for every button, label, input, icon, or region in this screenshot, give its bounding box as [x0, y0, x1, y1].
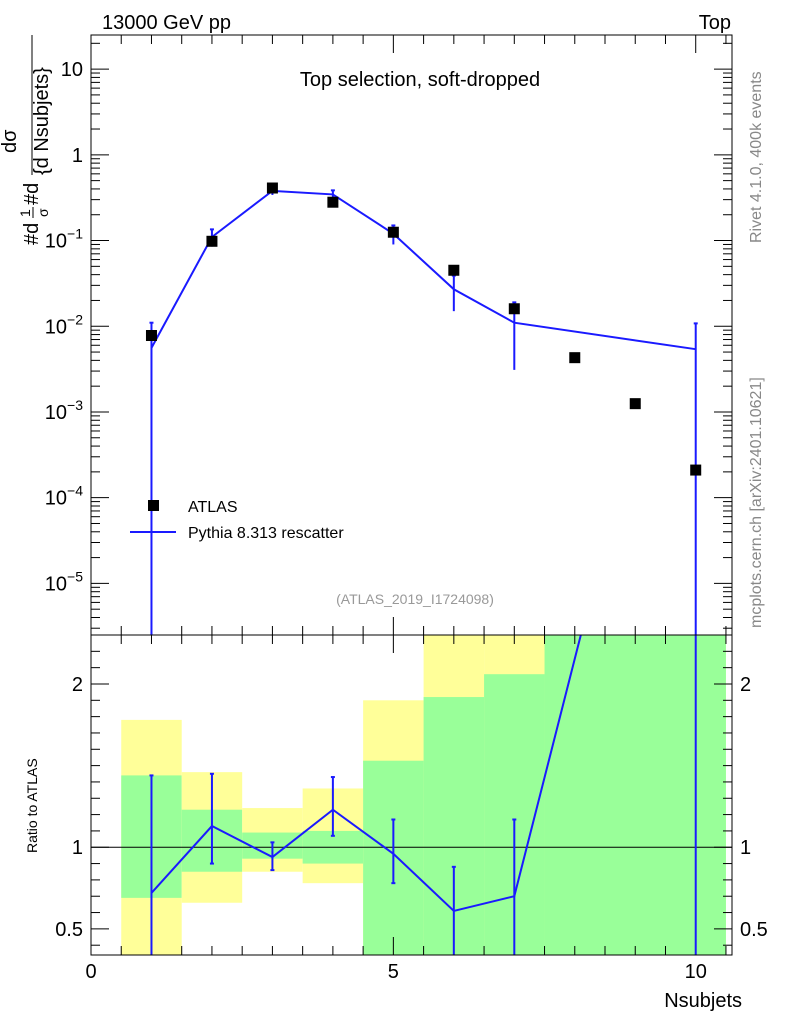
ratio-series [91, 634, 732, 955]
data-point [569, 352, 581, 364]
main-ylabel: #d 1 σ #d dσ {d Nsubjets} [0, 35, 53, 245]
legend: ATLAS Pythia 8.313 rescatter [130, 499, 344, 542]
ratio-y-tick-label-right: 2 [740, 674, 751, 696]
header-left: 13000 GeV pp [102, 12, 231, 34]
y-tick-label: 10−1 [45, 226, 83, 253]
y-tick-label: 10−2 [45, 311, 83, 338]
ylabel-frac1-den: σ [35, 208, 51, 217]
legend-data-marker [148, 500, 159, 511]
watermark: (ATLAS_2019_I1724098) [336, 591, 494, 607]
y-tick-label: 10−4 [45, 483, 83, 510]
plot-title: Top selection, soft-dropped [300, 69, 540, 91]
ratio-y-tick-label: 0.5 [55, 919, 83, 941]
data-point [629, 398, 641, 410]
y-tick-label: 10−3 [45, 397, 83, 424]
ratio-y-tick-label-right: 0.5 [740, 919, 768, 941]
x-tick-label: 0 [85, 961, 96, 983]
ylabel-mid: #d [21, 183, 43, 205]
legend-mc-label: Pythia 8.313 rescatter [188, 525, 344, 542]
ratio-ticks: 0.5 0.5 1 1 2 2 0 5 10 [55, 635, 768, 983]
ylabel-frac2-den: {d Nsubjets} [31, 67, 53, 175]
data-point [206, 235, 218, 247]
ylabel-frac2-num: dσ [0, 129, 21, 153]
x-tick-label: 10 [685, 961, 707, 983]
y-tick-label: 1 [72, 145, 83, 167]
x-axis-label: Nsubjets [664, 990, 742, 1012]
ylabel-prefix: #d [21, 223, 43, 245]
legend-data-label: ATLAS [188, 499, 238, 516]
data-point [508, 303, 520, 315]
main-series [145, 182, 702, 635]
ratio-y-tick-label-right: 1 [740, 837, 751, 859]
uncertainty-band-green [544, 635, 726, 955]
data-point [387, 226, 399, 238]
ratio-frame [90, 634, 733, 956]
data-point [327, 196, 339, 208]
main-ticks: 10 1 10−1 10−2 10−3 10−4 10−5 [45, 35, 732, 635]
data-point [266, 182, 278, 194]
mc-series-line [150, 189, 696, 351]
data-point [448, 264, 460, 276]
x-tick-label: 5 [388, 961, 399, 983]
ratio-y-tick-label: 2 [72, 674, 83, 696]
main-frame [90, 34, 733, 636]
y-tick-label: 10−5 [45, 568, 83, 595]
data-point [690, 464, 702, 476]
ylabel-frac1-num: 1 [17, 209, 33, 217]
rivet-label: Rivet 4.1.0, 400k events [748, 71, 765, 243]
data-point [145, 330, 157, 342]
ratio-ylabel: Ratio to ATLAS [24, 758, 40, 853]
header-right: Top [699, 12, 731, 34]
y-tick-label: 10 [61, 59, 83, 81]
ratio-y-tick-label: 1 [72, 837, 83, 859]
ratio-series-line [150, 634, 582, 913]
mcplots-label: mcplots.cern.ch [arXiv:2401.10621] [748, 377, 765, 628]
